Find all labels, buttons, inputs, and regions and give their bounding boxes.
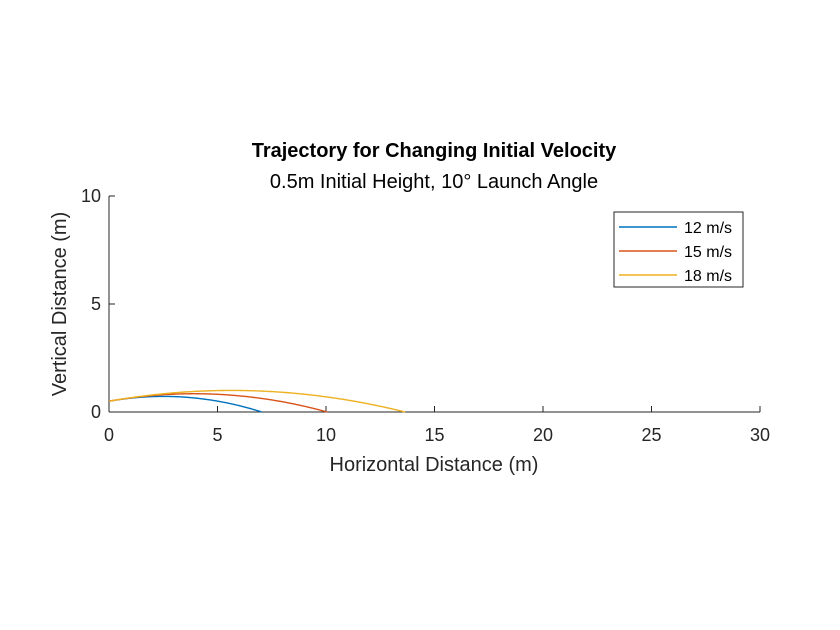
series-line-3 [108,389,406,413]
x-tick-label: 30 [750,425,770,445]
x-tick-label: 5 [212,425,222,445]
x-tick-label: 20 [533,425,553,445]
x-tick-label: 15 [424,425,444,445]
x-tick-label: 10 [316,425,336,445]
x-tick-label: 25 [641,425,661,445]
x-axis-label: Horizontal Distance (m) [330,454,539,476]
y-ticks: 0 5 10 [81,186,115,422]
x-ticks: 0 5 10 15 20 25 30 [104,406,770,445]
legend-label-2: 15 m/s [684,244,732,261]
legend-label-1: 12 m/s [684,220,732,237]
y-tick-label: 0 [91,402,101,422]
chart-subtitle: 0.5m Initial Height, 10° Launch Angle [270,171,598,193]
legend: 12 m/s 15 m/s 18 m/s [613,211,744,288]
legend-label-3: 18 m/s [684,268,732,285]
y-tick-label: 10 [81,186,101,206]
series-lines [108,389,406,413]
plot-area: 0 5 10 15 20 25 30 0 5 10 [81,186,770,445]
legend-entries: 12 m/s 15 m/s 18 m/s [619,220,732,285]
x-tick-label: 0 [104,425,114,445]
chart-title: Trajectory for Changing Initial Velocity [252,140,617,162]
y-tick-label: 5 [91,294,101,314]
y-axis-label: Vertical Distance (m) [49,212,71,397]
